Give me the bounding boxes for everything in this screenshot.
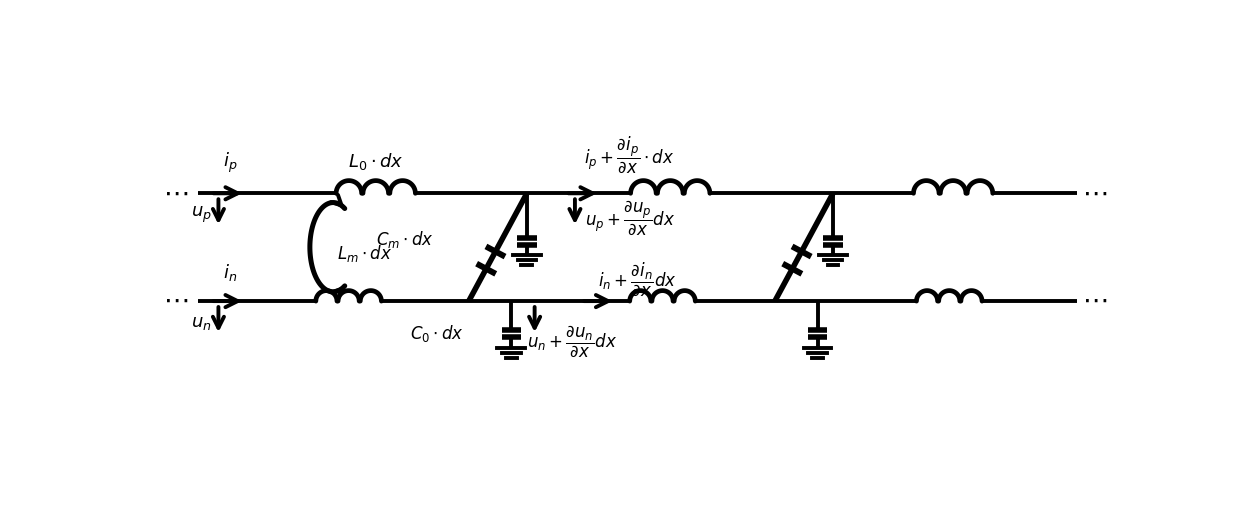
Text: $L_0 \cdot dx$: $L_0 \cdot dx$ xyxy=(348,151,404,172)
Text: $C_0 \cdot dx$: $C_0 \cdot dx$ xyxy=(410,323,463,344)
Text: $u_n + \dfrac{\partial u_n}{\partial x} dx$: $u_n + \dfrac{\partial u_n}{\partial x} … xyxy=(527,323,617,359)
Text: $i_p$: $i_p$ xyxy=(223,151,238,175)
Text: $\cdots$: $\cdots$ xyxy=(1082,288,1106,314)
Text: $\cdots$: $\cdots$ xyxy=(164,180,188,206)
Text: $\cdots$: $\cdots$ xyxy=(164,288,188,314)
Text: $\cdots$: $\cdots$ xyxy=(1082,180,1106,206)
Text: $u_p$: $u_p$ xyxy=(191,205,212,225)
Text: $u_p + \dfrac{\partial u_p}{\partial x} dx$: $u_p + \dfrac{\partial u_p}{\partial x} … xyxy=(585,199,675,237)
Text: $i_n + \dfrac{\partial i_n}{\partial x} dx$: $i_n + \dfrac{\partial i_n}{\partial x} … xyxy=(598,261,676,298)
Text: $i_n$: $i_n$ xyxy=(223,262,237,283)
Text: $i_p + \dfrac{\partial i_p}{\partial x} \cdot dx$: $i_p + \dfrac{\partial i_p}{\partial x} … xyxy=(585,135,674,175)
Text: $L_m \cdot dx$: $L_m \cdot dx$ xyxy=(337,243,393,264)
Text: $u_n$: $u_n$ xyxy=(191,314,212,332)
Text: $C_m \cdot dx$: $C_m \cdot dx$ xyxy=(377,229,434,250)
